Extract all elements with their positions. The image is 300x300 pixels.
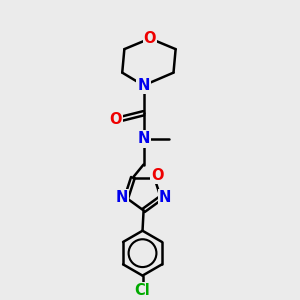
Text: O: O [110,112,122,127]
Text: N: N [159,190,171,206]
Text: N: N [137,78,150,93]
Text: O: O [144,31,156,46]
Text: O: O [151,168,164,183]
Text: N: N [116,190,128,206]
Text: N: N [137,131,150,146]
Text: Cl: Cl [135,283,150,298]
